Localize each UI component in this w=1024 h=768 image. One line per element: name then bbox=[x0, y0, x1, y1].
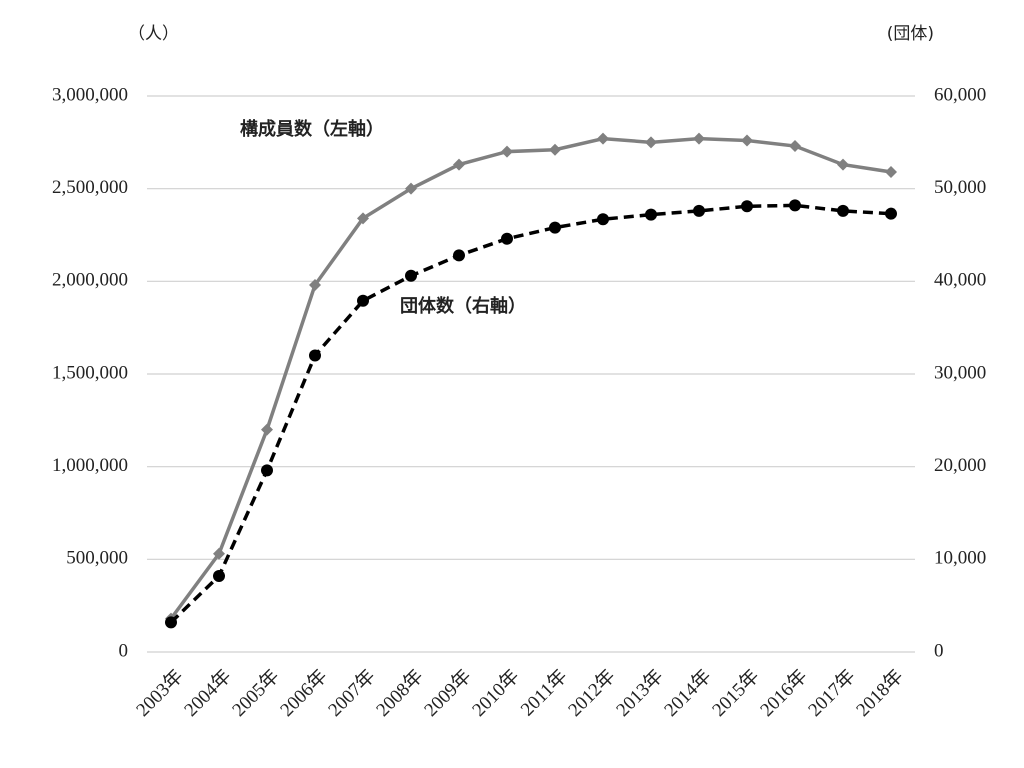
x-tick-label: 2008年 bbox=[372, 665, 428, 721]
data-point bbox=[405, 269, 417, 282]
data-point bbox=[597, 132, 609, 145]
data-point bbox=[741, 200, 753, 213]
data-point bbox=[837, 204, 849, 217]
y-tick-label: 3,000,000 bbox=[52, 84, 128, 105]
y2-tick-label: 40,000 bbox=[934, 270, 986, 291]
data-point bbox=[501, 145, 513, 158]
data-point bbox=[885, 207, 897, 220]
x-tick-label: 2012年 bbox=[564, 665, 620, 721]
data-point bbox=[693, 204, 705, 217]
data-point bbox=[789, 199, 801, 212]
data-point bbox=[357, 294, 369, 307]
x-tick-label: 2005年 bbox=[228, 665, 284, 721]
data-point bbox=[453, 249, 465, 262]
data-point bbox=[213, 547, 225, 560]
x-tick-label: 2016年 bbox=[756, 665, 812, 721]
y2-tick-label: 50,000 bbox=[934, 177, 986, 198]
x-tick-label: 2007年 bbox=[324, 665, 380, 721]
data-point bbox=[693, 132, 705, 145]
data-point bbox=[885, 165, 897, 178]
x-tick-label: 2011年 bbox=[516, 665, 571, 720]
x-tick-label: 2010年 bbox=[468, 665, 524, 721]
y2-tick-label: 0 bbox=[934, 640, 944, 661]
data-point bbox=[357, 212, 369, 225]
data-point bbox=[261, 423, 273, 436]
data-point bbox=[213, 570, 225, 583]
series-line bbox=[169, 203, 892, 624]
data-point bbox=[645, 136, 657, 149]
y2-tick-label: 20,000 bbox=[934, 455, 986, 476]
x-tick-label: 2009年 bbox=[420, 665, 476, 721]
x-tick-label: 2018年 bbox=[852, 665, 908, 721]
data-point bbox=[261, 464, 273, 477]
series-label: 構成員数（左軸） bbox=[240, 118, 384, 140]
data-point bbox=[549, 143, 561, 156]
data-point bbox=[165, 616, 177, 629]
y2-tick-label: 10,000 bbox=[934, 548, 986, 569]
y2-tick-label: 60,000 bbox=[934, 84, 986, 105]
x-tick-label: 2015年 bbox=[708, 665, 764, 721]
data-point bbox=[309, 279, 321, 292]
data-point bbox=[645, 208, 657, 221]
x-tick-label: 2013年 bbox=[612, 665, 668, 721]
y2-axis-unit: (団体) bbox=[887, 24, 934, 44]
data-point bbox=[309, 349, 321, 362]
series-label: 団体数（右軸） bbox=[400, 295, 526, 317]
data-point bbox=[549, 221, 561, 234]
data-point bbox=[741, 134, 753, 147]
data-point bbox=[501, 232, 513, 245]
data-point bbox=[405, 182, 417, 195]
y-tick-label: 2,500,000 bbox=[52, 177, 128, 198]
y-tick-label: 0 bbox=[119, 640, 129, 661]
y-axis-unit: （人） bbox=[128, 24, 179, 44]
y2-tick-label: 30,000 bbox=[934, 362, 986, 383]
data-point bbox=[453, 158, 465, 171]
y-tick-label: 2,000,000 bbox=[52, 270, 128, 291]
x-tick-label: 2004年 bbox=[180, 665, 236, 721]
x-tick-label: 2006年 bbox=[276, 665, 332, 721]
series-line bbox=[169, 136, 892, 620]
data-point bbox=[837, 158, 849, 171]
data-point bbox=[597, 213, 609, 226]
y-tick-label: 1,500,000 bbox=[52, 362, 128, 383]
y-tick-label: 1,000,000 bbox=[52, 455, 128, 476]
x-tick-label: 2003年 bbox=[132, 665, 188, 721]
data-point bbox=[789, 140, 801, 153]
x-tick-label: 2014年 bbox=[660, 665, 716, 721]
y-tick-label: 500,000 bbox=[66, 548, 128, 569]
x-tick-label: 2017年 bbox=[804, 665, 860, 721]
